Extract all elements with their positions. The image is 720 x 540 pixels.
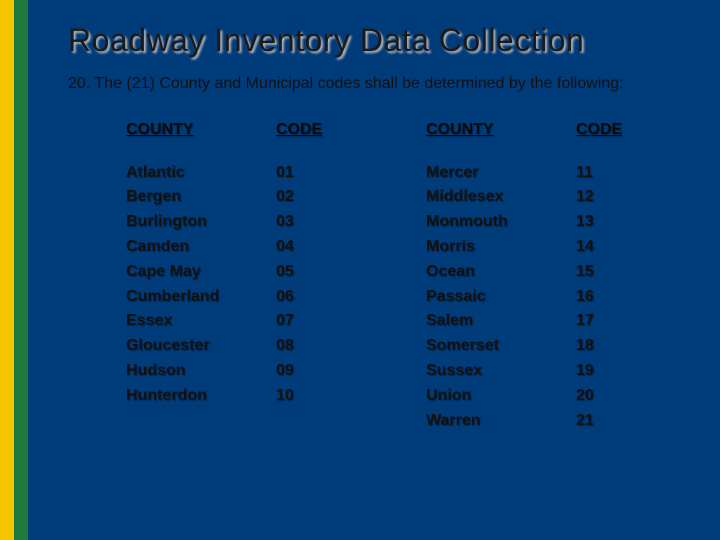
table-cell: 06 — [276, 285, 426, 310]
table-cell: 16 — [576, 285, 666, 310]
county-code-table: COUNTY Atlantic Bergen Burlington Camden… — [126, 121, 692, 434]
table-cell: Atlantic — [126, 161, 276, 186]
table-cell: Somerset — [426, 334, 576, 359]
table-cell: Sussex — [426, 359, 576, 384]
table-cell: 08 — [276, 334, 426, 359]
header-code-left: CODE — [276, 121, 426, 139]
table-cell: Camden — [126, 235, 276, 260]
page-title: Roadway Inventory Data Collection — [68, 22, 692, 59]
accent-stripe-yellow — [0, 0, 14, 540]
col-code-right: CODE 11 12 13 14 15 16 17 18 19 20 21 — [576, 121, 666, 434]
table-cell: 20 — [576, 384, 666, 409]
header-county-left: COUNTY — [126, 121, 276, 139]
lead-text: 20. The (21) County and Municipal codes … — [98, 73, 692, 95]
table-cell: 05 — [276, 260, 426, 285]
slide-body: Roadway Inventory Data Collection 20. Th… — [28, 0, 720, 540]
table-cell: 02 — [276, 185, 426, 210]
header-code-right: CODE — [576, 121, 666, 139]
table-cell: 11 — [576, 161, 666, 186]
accent-stripe-green — [14, 0, 28, 540]
table-cell: 09 — [276, 359, 426, 384]
table-cell: 12 — [576, 185, 666, 210]
table-cell: 21 — [576, 409, 666, 434]
table-cell: Gloucester — [126, 334, 276, 359]
table-cell: Passaic — [426, 285, 576, 310]
table-cell: 18 — [576, 334, 666, 359]
table-cell: Cape May — [126, 260, 276, 285]
table-cell: Hudson — [126, 359, 276, 384]
table-cell: Hunterdon — [126, 384, 276, 409]
table-cell: 14 — [576, 235, 666, 260]
table-cell: 19 — [576, 359, 666, 384]
table-cell: Burlington — [126, 210, 276, 235]
table-cell: 07 — [276, 309, 426, 334]
table-cell: Warren — [426, 409, 576, 434]
table-cell: Monmouth — [426, 210, 576, 235]
table-cell: Union — [426, 384, 576, 409]
table-cell: 03 — [276, 210, 426, 235]
header-county-right: COUNTY — [426, 121, 576, 139]
table-cell: Bergen — [126, 185, 276, 210]
table-cell: 13 — [576, 210, 666, 235]
col-county-right: COUNTY Mercer Middlesex Monmouth Morris … — [426, 121, 576, 434]
table-cell: Salem — [426, 309, 576, 334]
table-cell: 04 — [276, 235, 426, 260]
col-county-left: COUNTY Atlantic Bergen Burlington Camden… — [126, 121, 276, 434]
table-cell: 17 — [576, 309, 666, 334]
col-code-left: CODE 01 02 03 04 05 06 07 08 09 10 — [276, 121, 426, 434]
table-cell: 01 — [276, 161, 426, 186]
table-cell: Mercer — [426, 161, 576, 186]
table-cell: Cumberland — [126, 285, 276, 310]
table-cell: 15 — [576, 260, 666, 285]
table-cell: Morris — [426, 235, 576, 260]
table-cell: Essex — [126, 309, 276, 334]
table-cell: Ocean — [426, 260, 576, 285]
table-cell: Middlesex — [426, 185, 576, 210]
table-cell: 10 — [276, 384, 426, 409]
